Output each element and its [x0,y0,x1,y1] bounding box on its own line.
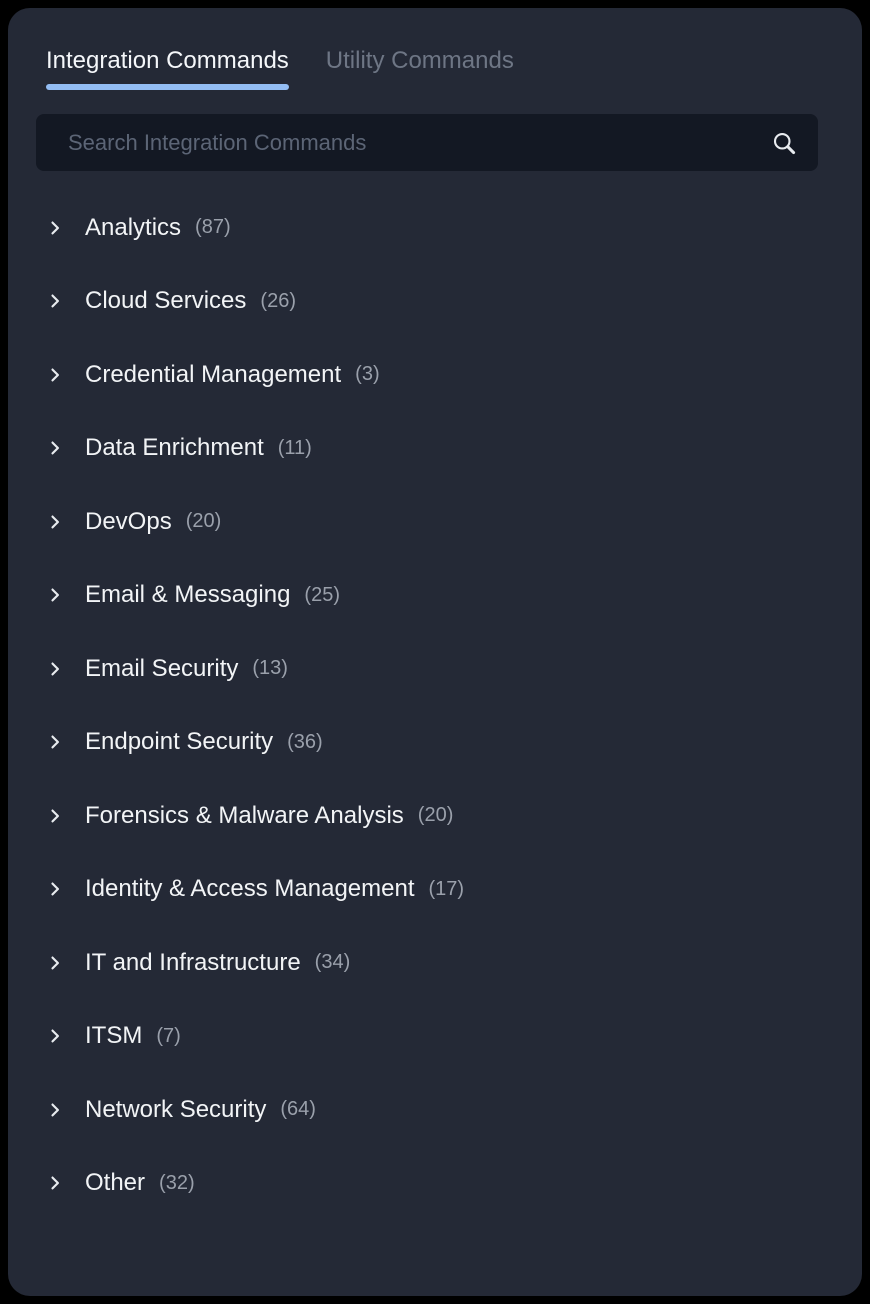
category-label: Email & Messaging [85,581,291,609]
category-label: Data Enrichment [85,434,264,462]
tab-integration-commands[interactable]: Integration Commands [46,46,289,90]
chevron-right-icon[interactable] [45,1026,65,1046]
category-row[interactable]: Cloud Services (26) [45,265,862,339]
category-row[interactable]: Forensics & Malware Analysis (20) [45,779,862,853]
commands-panel: Integration Commands Utility Commands An… [8,8,862,1296]
chevron-right-icon[interactable] [45,291,65,311]
category-row[interactable]: IT and Infrastructure (34) [45,926,862,1000]
category-count: (36) [287,730,323,753]
category-row[interactable]: ITSM (7) [45,1000,862,1074]
category-row[interactable]: Credential Management (3) [45,338,862,412]
category-row[interactable]: DevOps (20) [45,485,862,559]
chevron-right-icon[interactable] [45,1100,65,1120]
category-list: Analytics (87) Cloud Services (26) Crede… [8,191,862,1220]
chevron-right-icon[interactable] [45,218,65,238]
category-label: Identity & Access Management [85,875,415,903]
chevron-right-icon[interactable] [45,879,65,899]
category-count: (3) [355,363,380,386]
category-label: Network Security [85,1095,267,1123]
category-count: (64) [280,1098,316,1121]
chevron-right-icon[interactable] [45,953,65,973]
category-count: (7) [156,1024,181,1047]
search-input[interactable] [68,129,756,156]
category-count: (26) [260,289,296,312]
category-count: (20) [185,510,222,533]
category-label: Credential Management [85,360,342,388]
category-label: Cloud Services [85,287,247,315]
chevron-right-icon[interactable] [45,365,65,385]
category-label: Endpoint Security [85,728,274,756]
chevron-right-icon[interactable] [45,585,65,605]
category-count: (13) [252,657,288,680]
chevron-right-icon[interactable] [45,806,65,826]
search-box[interactable] [36,114,818,171]
chevron-right-icon[interactable] [45,659,65,679]
tab-bar: Integration Commands Utility Commands [8,8,862,90]
category-count: (87) [195,216,231,239]
category-label: IT and Infrastructure [85,948,301,976]
chevron-right-icon[interactable] [45,438,65,458]
search-icon[interactable] [770,129,798,157]
category-count: (17) [428,877,465,900]
category-row[interactable]: Email Security (13) [45,632,862,706]
category-count: (32) [159,1171,195,1194]
category-row[interactable]: Data Enrichment (11) [45,412,862,486]
tab-utility-commands[interactable]: Utility Commands [325,47,514,74]
category-label: Forensics & Malware Analysis [85,801,404,829]
chevron-right-icon[interactable] [45,732,65,752]
category-count: (34) [314,951,351,974]
category-row[interactable]: Other (32) [45,1147,862,1221]
category-count: (11) [277,436,312,459]
category-row[interactable]: Network Security (64) [45,1073,862,1147]
category-row[interactable]: Email & Messaging (25) [45,559,862,633]
category-label: ITSM [85,1022,143,1050]
category-label: Other [85,1169,146,1197]
category-label: Email Security [85,654,239,682]
category-row[interactable]: Endpoint Security (36) [45,706,862,780]
chevron-right-icon[interactable] [45,512,65,532]
chevron-right-icon[interactable] [45,1173,65,1193]
category-row[interactable]: Identity & Access Management (17) [45,853,862,927]
category-count: (25) [304,583,340,606]
category-label: Analytics [85,213,182,241]
category-count: (20) [417,804,454,827]
category-label: DevOps [85,507,172,535]
category-row[interactable]: Analytics (87) [45,191,862,265]
